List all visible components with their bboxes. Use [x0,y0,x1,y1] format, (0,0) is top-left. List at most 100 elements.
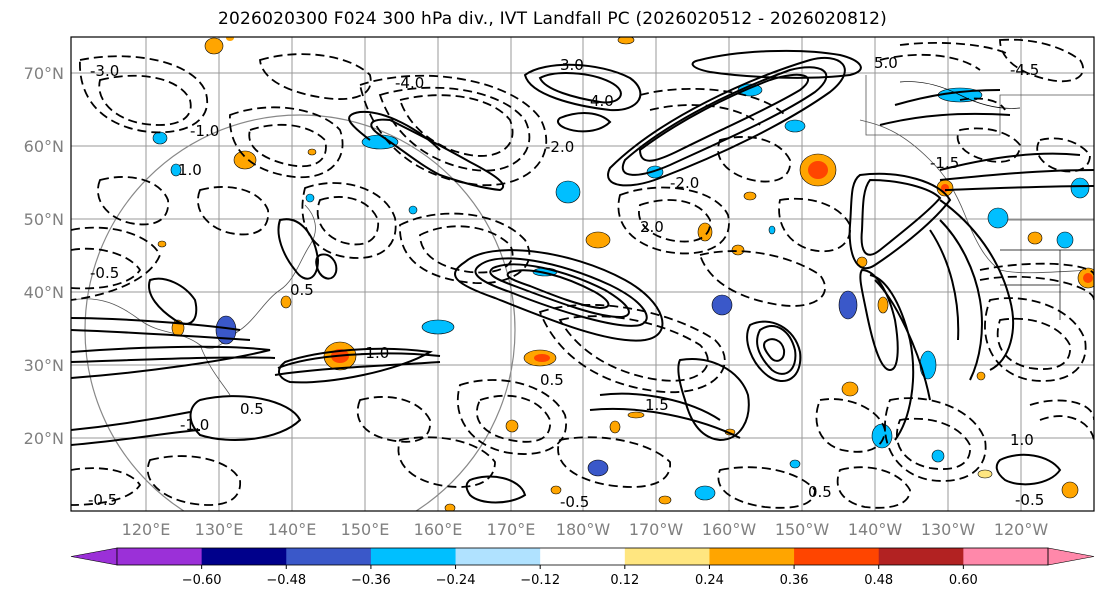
div-blob [280,295,292,309]
div-blob [609,420,621,434]
colorbar-tick-label: −0.36 [351,573,391,588]
lon-label: 140°W [848,520,903,539]
colorbar-segment [201,548,287,565]
div-blob [871,423,893,449]
contour-label: -1.0 [180,416,209,434]
lon-label: 150°W [775,520,830,539]
div-blob [1061,481,1079,499]
div-blob [444,503,456,511]
colorbar-segment [370,548,457,565]
lon-label: 160°W [702,520,757,539]
div-blob [587,459,609,477]
colorbar-tick-label: −0.48 [266,573,306,588]
longitude-labels: 120°E 130°E 140°E 150°E 160°E 170°E 180°… [122,520,1049,539]
map-plot-area[interactable]: 3.0 -4.0 -3.0 -1.0 -2.0 1.0 0.5 -0.5 5.0… [70,35,1098,545]
contour-label: -2.0 [545,138,574,156]
colorbar-tick-label: 0.24 [695,573,724,588]
colorbar-segment [709,548,795,565]
contour-label: 0.5 [240,400,264,418]
lon-label: 170°E [487,520,536,539]
lat-label: 60°N [24,137,64,156]
colorbar-tick-label: 0.36 [780,573,809,588]
lon-label: 170°W [629,520,684,539]
div-blob [711,294,733,316]
contour-labels: 3.0 -4.0 -3.0 -1.0 -2.0 1.0 0.5 -0.5 5.0… [88,54,1044,511]
contour-label: 1.0 [1010,431,1034,449]
div-blob [841,381,859,397]
ivt-dashed-contours [71,38,1094,509]
contour-label: -0.5 [560,493,589,511]
latitude-labels: 70°N 60°N 50°N 40°N 30°N 20°N [24,64,64,448]
colorbar-segments [70,547,1095,566]
colorbar-tick-label: 0.60 [949,573,978,588]
div-blob [877,296,889,314]
contour-label: -1.0 [190,122,219,140]
colorbar: −0.60 −0.48 −0.36 −0.24 −0.12 0.12 0.24 0.36 0.4… [70,547,1095,588]
plot-frame [70,36,1095,512]
colorbar-ticks: −0.60 −0.48 −0.36 −0.24 −0.12 0.12 0.24 0.36 0.4… [182,565,978,588]
div-blob [1083,273,1093,283]
colorbar-tick-label: −0.60 [182,573,222,588]
div-blob [307,148,317,156]
div-blob [838,290,858,320]
lon-label: 130°E [195,520,244,539]
div-blob [555,180,581,204]
div-blob [550,485,562,495]
colorbar-tick-label: 0.48 [864,573,893,588]
div-blob [226,37,234,41]
div-blob [977,469,993,479]
contour-label: -2.0 [670,174,699,192]
div-blob [233,150,257,170]
colorbar-extend-low [70,547,118,566]
contour-label: -1.0 [360,344,389,362]
div-blob [789,459,801,469]
div-blob [658,495,672,505]
contour-label: 4.0 [590,92,614,110]
contour-label: -4.5 [1010,61,1039,79]
contour-label: -3.0 [90,62,119,80]
colorbar-outline [116,547,1049,566]
div-blob [919,350,937,380]
lat-label: 30°N [24,356,64,375]
colorbar-extend-high [1047,547,1095,566]
lon-label: 120°E [122,520,171,539]
colorbar-segment [117,548,203,565]
lat-label: 40°N [24,283,64,302]
div-blob [784,119,806,133]
lon-label: 150°E [341,520,390,539]
contour-label: 5.0 [874,54,898,72]
contour-label: -4.0 [395,74,424,92]
div-blob [617,37,635,45]
contour-label: 2.0 [640,218,664,236]
boundaries [899,81,1094,320]
lon-label: 160°E [414,520,463,539]
div-blob [976,371,986,381]
div-blob [170,163,182,177]
lat-label: 20°N [24,429,64,448]
div-blob [505,419,519,433]
div-blob [421,319,455,335]
div-blob [1070,177,1090,199]
lon-label: 120°W [994,520,1049,539]
lon-label: 130°W [921,520,976,539]
div-blob [931,449,945,463]
div-blob [1056,231,1074,249]
div-blob [157,240,167,248]
contour-label: 0.5 [290,281,314,299]
div-blob [204,37,224,55]
contour-label: 0.5 [808,483,832,501]
lon-label: 180°W [556,520,611,539]
contour-label: -0.5 [88,491,117,509]
contour-label: 1.0 [178,161,202,179]
div-blob [1027,231,1043,245]
colorbar-segment [624,548,710,565]
contour-label: -0.5 [1015,491,1044,509]
lat-label: 70°N [24,64,64,83]
div-blob [152,131,168,145]
colorbar-segment [540,548,626,565]
div-blob [305,193,315,203]
colorbar-segment [794,548,880,565]
div-blob [627,411,645,419]
div-blob [808,161,828,179]
